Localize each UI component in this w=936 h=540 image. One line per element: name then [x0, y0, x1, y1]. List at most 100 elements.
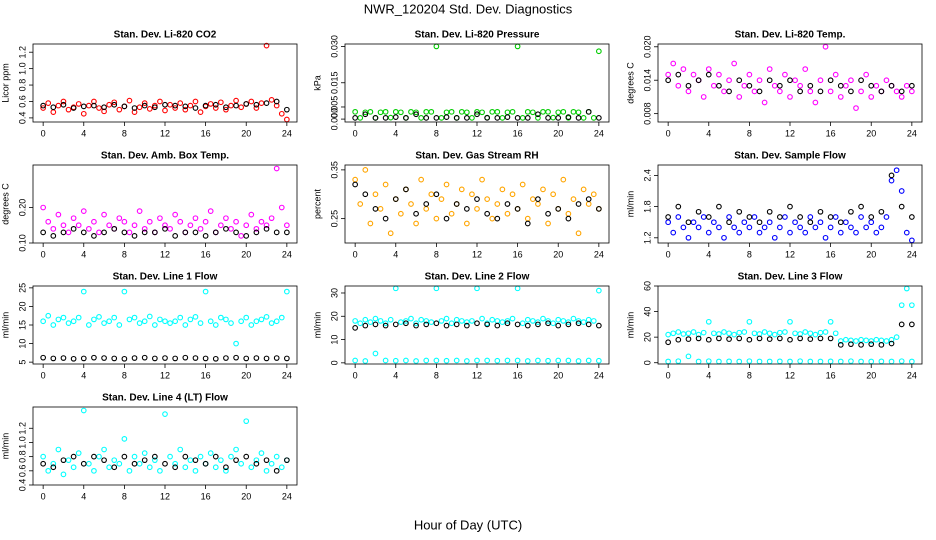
point — [283, 457, 290, 464]
y-tick-label: 0.005 — [329, 96, 339, 119]
point — [726, 219, 732, 226]
point — [883, 77, 890, 84]
point — [157, 316, 163, 323]
point — [50, 225, 57, 232]
point — [443, 322, 450, 329]
point — [675, 329, 682, 335]
point — [797, 335, 804, 342]
point — [192, 313, 199, 320]
point — [807, 336, 814, 342]
point — [590, 318, 597, 324]
point — [362, 322, 369, 329]
panel: Stan. Dev. Line 4 (LT) Flow ml/min 0 4 8 12 16… — [0, 393, 298, 501]
point — [665, 77, 672, 84]
point — [590, 191, 597, 198]
point — [898, 302, 905, 309]
point — [519, 181, 526, 188]
point — [802, 329, 809, 335]
point — [700, 94, 707, 100]
point — [162, 222, 168, 229]
x-tick-label: 12 — [160, 128, 170, 138]
x-tick-label: 0 — [666, 249, 671, 259]
point — [433, 357, 440, 364]
point — [75, 222, 82, 229]
point — [474, 206, 480, 212]
point — [545, 357, 551, 364]
point — [263, 457, 270, 464]
point — [202, 233, 209, 239]
point — [736, 94, 743, 100]
point — [595, 115, 602, 121]
point — [253, 318, 260, 325]
point — [595, 357, 602, 364]
point — [202, 102, 209, 109]
point — [182, 229, 189, 236]
point — [479, 109, 485, 116]
point — [443, 114, 450, 121]
plot-frame — [344, 164, 610, 244]
point — [837, 338, 844, 344]
point — [167, 320, 173, 326]
point — [111, 314, 118, 321]
panel: Stan. Dev. Gas Stream RH percent 0 4 8 12 16 20… — [312, 151, 610, 259]
x-tick-label: 12 — [160, 491, 170, 501]
point — [858, 341, 864, 348]
point — [233, 457, 239, 464]
point — [685, 82, 692, 89]
point — [705, 318, 712, 325]
point — [484, 196, 491, 202]
y-tick-label: 0.35 — [329, 161, 339, 179]
point — [545, 320, 551, 327]
point — [837, 341, 844, 348]
point — [898, 203, 905, 210]
point — [494, 357, 501, 364]
point — [111, 355, 118, 362]
point — [878, 224, 885, 231]
point — [726, 336, 732, 342]
point — [131, 460, 138, 467]
point — [756, 335, 763, 342]
point — [233, 229, 239, 236]
point — [80, 407, 87, 414]
point — [797, 224, 804, 231]
point — [141, 457, 148, 464]
point — [217, 457, 224, 464]
point — [202, 355, 209, 362]
x-tick-label: 12 — [472, 249, 482, 259]
x-tick-label: 8 — [122, 128, 127, 138]
point — [433, 115, 440, 121]
point — [888, 172, 895, 179]
point — [263, 222, 270, 229]
point — [243, 314, 250, 321]
panel: Stan. Dev. Li-820 CO2 Licor ppm 0 4 8 12 16 20 2… — [0, 30, 298, 138]
point — [151, 453, 158, 460]
point — [413, 111, 419, 118]
y-tick-label: 0.000 — [329, 108, 339, 131]
point — [504, 318, 511, 324]
point — [106, 318, 113, 325]
point — [858, 77, 864, 84]
point — [70, 464, 77, 471]
point — [60, 222, 67, 229]
point — [535, 111, 541, 118]
point — [675, 214, 682, 220]
point — [827, 224, 834, 231]
point — [716, 203, 722, 210]
point — [863, 71, 870, 78]
point — [822, 43, 829, 50]
point — [352, 318, 359, 324]
panel-title: Stan. Dev. Line 3 Flow — [738, 272, 843, 283]
x-tick-label: 16 — [201, 249, 211, 259]
point — [223, 106, 229, 113]
point — [776, 214, 783, 220]
point — [223, 104, 229, 111]
point — [716, 82, 722, 89]
x-tick-label: 0 — [353, 128, 358, 138]
y-tick-label: 20 — [329, 311, 339, 321]
point — [207, 450, 214, 456]
point — [771, 234, 778, 241]
point — [101, 457, 107, 464]
point — [177, 218, 184, 225]
point — [908, 82, 915, 89]
plot-frame — [344, 43, 610, 123]
